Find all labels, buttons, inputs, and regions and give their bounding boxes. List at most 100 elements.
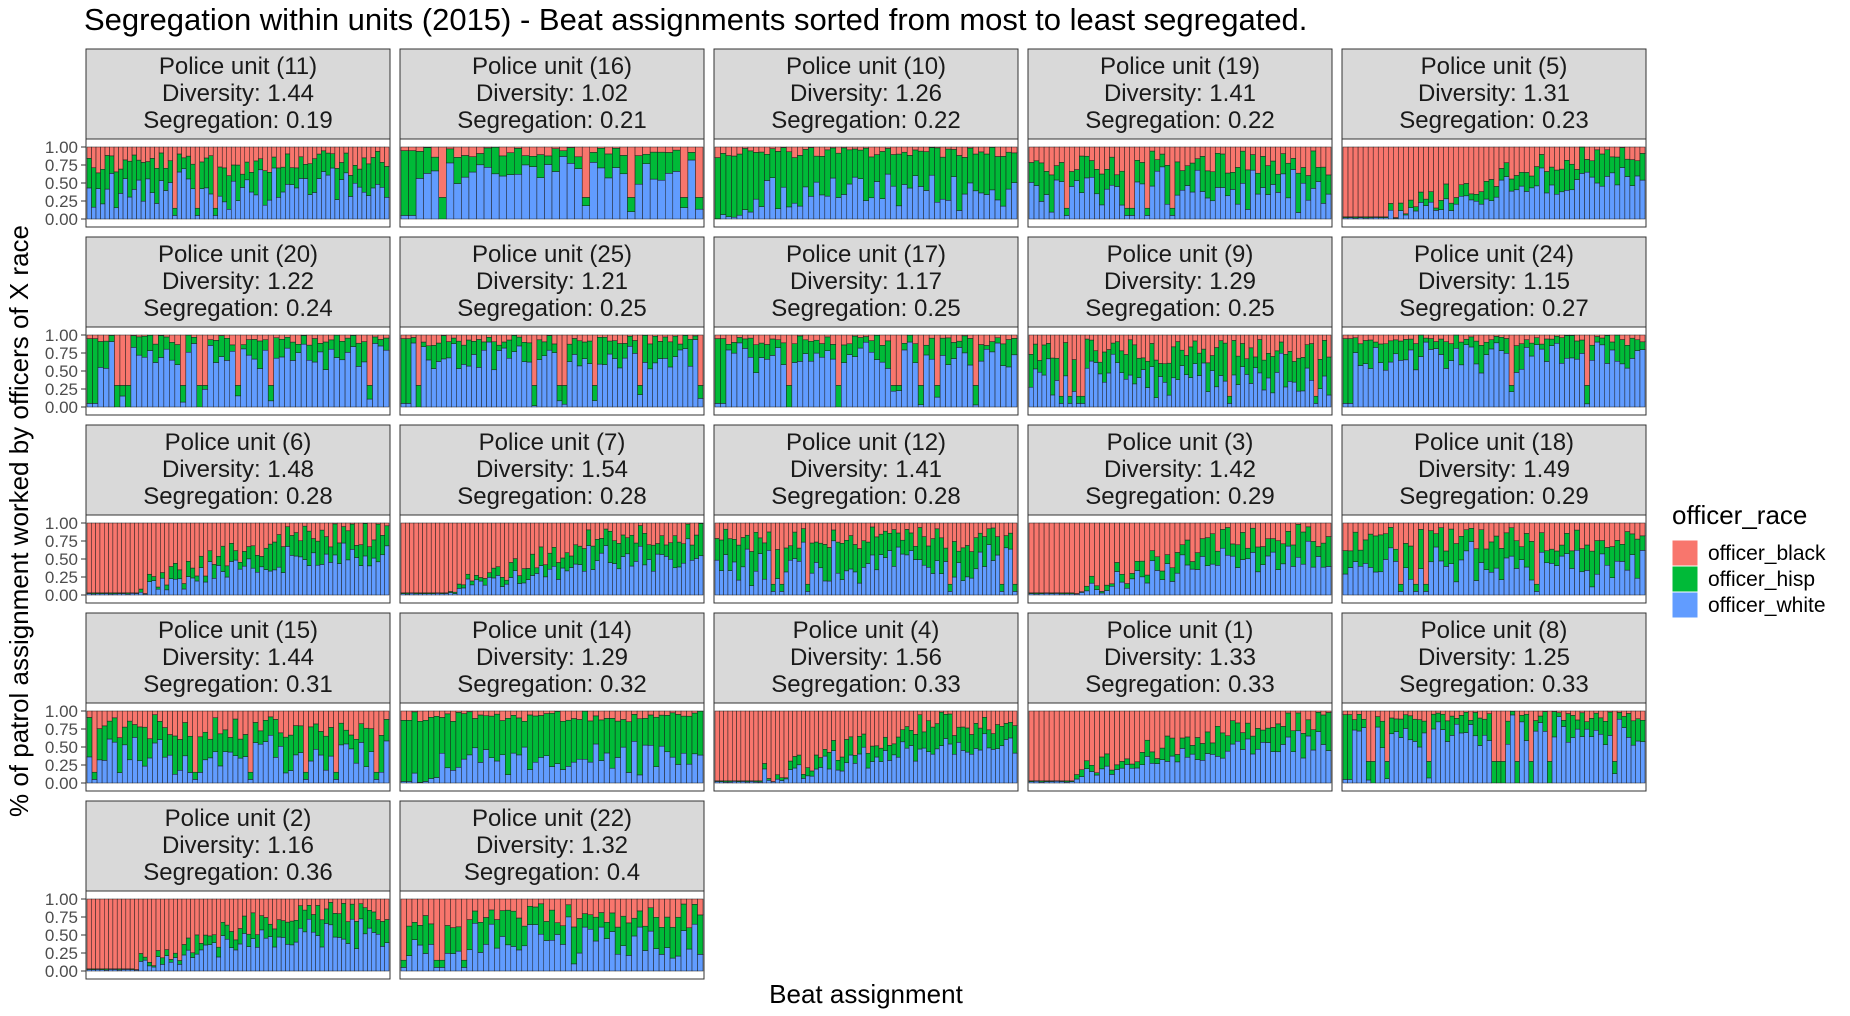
bar-segment-officer-hisp xyxy=(1245,722,1251,740)
bar-segment-officer-hisp xyxy=(361,341,368,363)
bar-segment-officer-black xyxy=(516,710,523,719)
facet-strip-label: Police unit (19) xyxy=(1100,53,1260,80)
bar-segment-officer-black xyxy=(339,146,345,163)
bar-segment-officer-black xyxy=(1084,710,1090,762)
bar-segment-officer-black xyxy=(779,522,785,585)
bar-segment-officer-hisp xyxy=(691,904,698,925)
bar-segment-officer-black xyxy=(1458,146,1465,185)
facet-strip xyxy=(1341,424,1647,516)
bar-segment-officer-hisp xyxy=(921,731,927,749)
bar-segment-officer-hisp xyxy=(194,207,200,216)
bar-segment-officer-white xyxy=(1428,201,1434,220)
bar-segment-officer-hisp xyxy=(317,343,324,353)
bar-segment-officer-black xyxy=(1594,334,1600,337)
bar-segment-officer-black xyxy=(263,522,269,549)
bar-segment-officer-hisp xyxy=(904,726,910,749)
bar-segment-officer-black xyxy=(1069,146,1075,172)
bar-segment-officer-hisp xyxy=(541,341,548,356)
bar-segment-officer-white xyxy=(1347,403,1354,408)
bar-segment-officer-hisp xyxy=(1265,538,1271,557)
bar-segment-officer-hisp xyxy=(341,526,347,544)
bar-segment-officer-black xyxy=(1204,146,1211,172)
bar-segment-officer-white xyxy=(207,944,213,972)
bar-segment-officer-black xyxy=(857,146,864,151)
bar-segment-officer-black xyxy=(357,146,363,170)
bar-segment-officer-black xyxy=(769,146,776,149)
bar-segment-officer-hisp xyxy=(1140,357,1146,370)
bar-segment-officer-white xyxy=(1300,182,1307,220)
bar-segment-officer-hisp xyxy=(1612,761,1618,774)
bar-segment-officer-hisp xyxy=(1554,335,1560,344)
bar-segment-officer-white xyxy=(658,745,665,784)
bar-segment-officer-hisp xyxy=(371,911,377,933)
bar-segment-officer-black xyxy=(664,898,671,918)
bar-segment-officer-hisp xyxy=(1250,154,1256,171)
bar-segment-officer-hisp xyxy=(333,771,339,780)
bar-segment-officer-white xyxy=(307,194,313,220)
bar-segment-officer-white xyxy=(506,174,515,220)
bar-segment-officer-white xyxy=(1149,560,1156,596)
y-tick-label: 0.75 xyxy=(45,344,78,363)
bar-segment-officer-hisp xyxy=(1518,171,1525,187)
bar-segment-officer-white xyxy=(960,580,966,596)
bar-segment-officer-white xyxy=(1274,372,1280,408)
bar-segment-officer-black xyxy=(541,334,548,343)
bar-segment-officer-white xyxy=(923,354,930,408)
bar-segment-officer-white xyxy=(1063,215,1070,220)
bar-segment-officer-white xyxy=(852,763,858,784)
bar-segment-officer-hisp xyxy=(400,150,409,216)
bar-segment-officer-white xyxy=(1418,202,1424,220)
bar-segment-officer-black xyxy=(132,710,138,725)
bar-segment-officer-black xyxy=(1094,522,1100,587)
bar-segment-officer-black xyxy=(747,334,754,339)
bar-segment-officer-hisp xyxy=(433,959,440,968)
bar-segment-officer-hisp xyxy=(1544,550,1550,564)
bar-segment-officer-hisp xyxy=(682,335,689,349)
bar-segment-officer-black xyxy=(1320,522,1327,544)
bar-segment-officer-black xyxy=(1080,334,1086,397)
bar-segment-officer-white xyxy=(526,361,533,408)
bar-segment-officer-white xyxy=(1300,757,1307,784)
facet-panel: Police unit (22)Diversity: 1.32Segregati… xyxy=(399,800,705,980)
bar-segment-officer-white xyxy=(972,404,979,408)
bar-segment-officer-white xyxy=(129,593,135,596)
bar-segment-officer-black xyxy=(169,334,176,343)
bar-segment-officer-black xyxy=(1106,334,1112,350)
bar-segment-officer-black xyxy=(191,334,198,338)
bar-segment-officer-white xyxy=(538,565,544,596)
bar-segment-officer-white xyxy=(1154,570,1161,596)
bar-segment-officer-hisp xyxy=(422,720,429,782)
bar-segment-officer-black xyxy=(1275,710,1281,725)
bar-segment-officer-hisp xyxy=(95,172,101,189)
bar-segment-officer-white xyxy=(680,207,689,220)
bar-segment-officer-black xyxy=(187,710,193,737)
bar-segment-officer-black xyxy=(530,522,535,555)
bar-segment-officer-hisp xyxy=(675,714,682,765)
bar-segment-officer-hisp xyxy=(350,335,357,347)
bar-segment-officer-hisp xyxy=(425,345,432,361)
bar-segment-officer-white xyxy=(1179,365,1185,408)
bar-segment-officer-hisp xyxy=(250,545,256,569)
bar-segment-officer-black xyxy=(311,334,318,339)
bar-segment-officer-white xyxy=(967,182,974,220)
bar-segment-officer-hisp xyxy=(1270,356,1276,394)
bar-segment-officer-white xyxy=(249,191,255,220)
bar-segment-officer-white xyxy=(1296,390,1302,408)
bar-segment-officer-black xyxy=(235,146,241,166)
bar-segment-officer-black xyxy=(1320,710,1327,716)
bar-segment-officer-hisp xyxy=(649,151,658,180)
bar-segment-officer-hisp xyxy=(1554,169,1560,195)
bar-segment-officer-white xyxy=(884,368,891,408)
bar-segment-officer-white xyxy=(647,930,654,972)
bar-segment-officer-white xyxy=(435,361,442,408)
bar-segment-officer-hisp xyxy=(780,147,787,188)
bar-segment-officer-hisp xyxy=(1629,533,1636,555)
bar-segment-officer-white xyxy=(1084,590,1090,596)
bar-segment-officer-hisp xyxy=(653,916,660,949)
bar-segment-officer-white xyxy=(1011,354,1018,408)
bar-segment-officer-white xyxy=(1225,750,1231,784)
bar-segment-officer-black xyxy=(554,898,561,923)
bar-segment-officer-white xyxy=(780,186,787,220)
bar-segment-officer-hisp xyxy=(229,543,234,562)
bar-segment-officer-white xyxy=(160,964,165,972)
